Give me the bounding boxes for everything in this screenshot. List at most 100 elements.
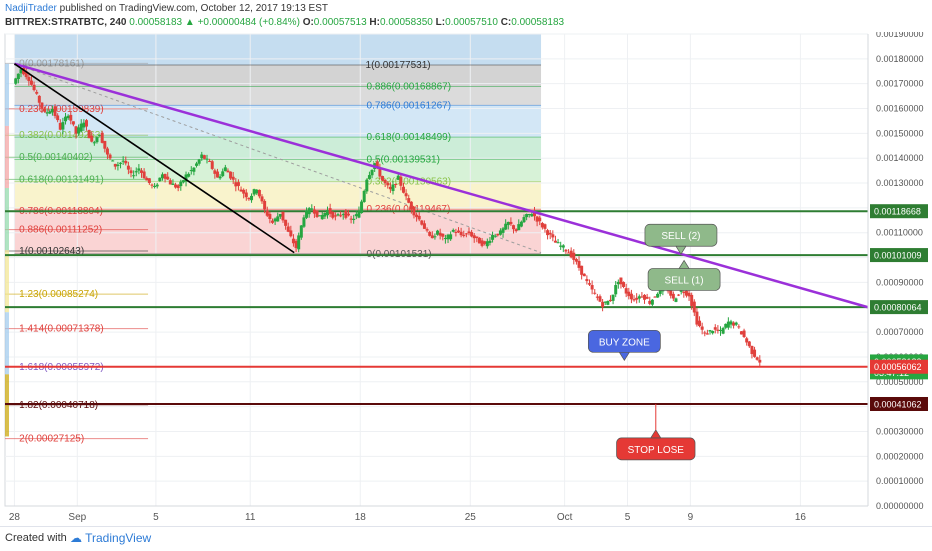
candle-body [684, 290, 688, 296]
candle-body [37, 95, 41, 103]
trendline[interactable] [14, 62, 869, 309]
horizontal-lines[interactable] [5, 210, 868, 405]
candle-body [718, 329, 722, 332]
candle-body [145, 177, 149, 181]
candle-body [29, 80, 33, 85]
candle-body [215, 171, 219, 178]
callout-text: SELL (2) [661, 231, 700, 242]
candle-body [284, 219, 288, 226]
candle-body [650, 299, 654, 305]
fib-ext-label: 1.82(0.00040718) [19, 400, 98, 411]
candle-body [629, 293, 633, 300]
candle-body [239, 189, 243, 192]
candle-body [119, 162, 123, 164]
candle-body [729, 321, 733, 325]
symbol-label[interactable]: BITTREX:STRATBTC, 240 [5, 17, 127, 28]
trendline[interactable] [13, 63, 295, 254]
candle-body [577, 260, 581, 268]
candle-body [179, 181, 183, 187]
candle-body [247, 197, 251, 200]
fib-zone-0.886 [14, 86, 542, 106]
fib-ext-label: 1.23(0.00085274) [19, 289, 98, 300]
candle-body [263, 200, 267, 210]
candle-body [195, 163, 199, 166]
price-label[interactable]: 0.00101009 [874, 251, 922, 261]
fib-strip [5, 374, 9, 437]
candle-body [498, 230, 502, 235]
candle-body [695, 311, 699, 325]
candle-body [218, 176, 222, 179]
candle-body [530, 214, 534, 217]
candle-body [619, 277, 623, 285]
price-label[interactable]: 0.00080064 [874, 303, 922, 313]
candle-body [168, 180, 172, 185]
candle-body [255, 189, 259, 194]
candle-body [323, 212, 327, 217]
candle-body [166, 176, 170, 180]
candle-body [687, 292, 691, 297]
fib-retrace-label: 0.382(0.00130563) [367, 177, 452, 188]
callout-pointer [675, 245, 687, 255]
candle-body [132, 175, 136, 177]
candle-body [627, 291, 631, 297]
y-tick-label: 0.00010000 [876, 476, 924, 486]
callout-stop-lose[interactable]: STOP LOSE [616, 429, 696, 461]
candle-body [236, 182, 240, 186]
candle-body [567, 252, 571, 254]
author-link[interactable]: NadjiTrader [5, 3, 57, 14]
trendlines[interactable] [13, 62, 869, 309]
candle-body [470, 232, 474, 237]
candle-body [491, 235, 495, 240]
publish-line: NadjiTrader published on TradingView.com… [5, 3, 328, 14]
candle-body [640, 296, 644, 298]
candle-body [436, 230, 440, 235]
open-label: O: [302, 17, 314, 28]
candle-body [635, 297, 639, 300]
candle-body [69, 114, 73, 121]
candle-body [305, 210, 309, 218]
price-label[interactable]: 0.00118668 [874, 207, 921, 217]
candle-body [82, 122, 86, 128]
y-axis[interactable]: 0.00000000 0.00010000 0.00020000 0.00030000… [867, 32, 932, 526]
candle-body [582, 273, 586, 277]
candle-body [522, 217, 526, 223]
candle-body [485, 241, 489, 247]
candle-body [737, 326, 741, 328]
fib-ext-label: 1(0.00102643) [19, 246, 84, 257]
fib-ext-label: 1.414(0.00071378) [19, 324, 104, 335]
callout-pointer [650, 429, 662, 439]
candle-body [281, 211, 285, 221]
footer: Created with ☁ TradingView [0, 526, 932, 551]
callout-buy-zone[interactable]: BUY ZONE [587, 329, 661, 361]
price-label-bg [870, 248, 928, 263]
published-text: published on TradingView.com, October 12… [59, 3, 328, 14]
candle-body [354, 214, 358, 217]
callout-sell-2-[interactable]: SELL (2) [644, 223, 718, 255]
y-tick-label: 0.00070000 [876, 327, 924, 337]
candle-body [514, 229, 518, 231]
candle-body [459, 231, 463, 236]
candle-body [124, 160, 128, 164]
candle-body [229, 171, 233, 179]
annotations[interactable]: SELL (2) SELL (1) BUY ZONE STOP LOSE [587, 223, 721, 461]
tradingview-logo[interactable]: ☁ TradingView [70, 531, 151, 545]
callout-sell-1-[interactable]: SELL (1) [647, 259, 721, 291]
x-axis[interactable]: 28 Sep 5 11 18 25 Oct 5 9 16 [5, 505, 868, 523]
candle-body [493, 235, 497, 237]
fib-ext-label: 0.5(0.00140402) [19, 152, 92, 163]
candle-body [244, 192, 248, 198]
candle-body [383, 179, 387, 184]
x-tick-label: 18 [355, 512, 367, 523]
price-label[interactable]: 0.00056062 [874, 362, 922, 372]
candle-body [543, 224, 547, 229]
candle-body [375, 161, 379, 167]
price-label[interactable]: 0.00041062 [874, 399, 922, 409]
price-label-bg [870, 300, 928, 315]
candle-body [590, 285, 594, 290]
candle-body [50, 108, 54, 113]
callout-pointer [618, 351, 630, 361]
price-chart[interactable]: 0(0.00178161) 0.236(0.00159839) 0.382(0.00… [0, 32, 932, 526]
candle-body [572, 252, 576, 260]
candle-body [588, 283, 592, 285]
candle-body [95, 137, 99, 143]
